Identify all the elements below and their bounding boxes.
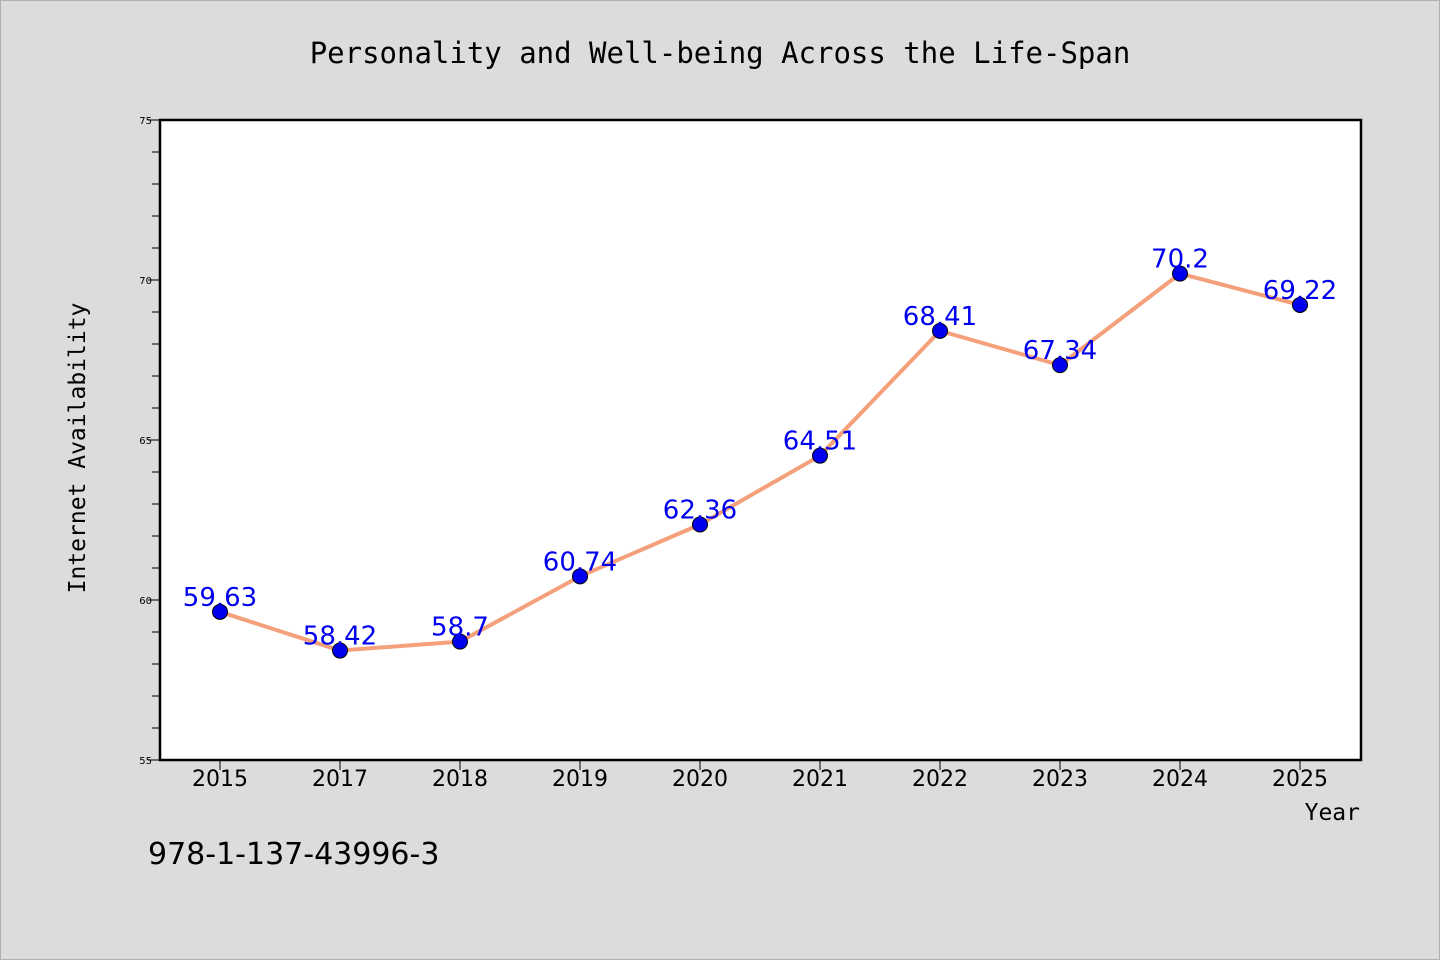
- y-tick-label: 65: [139, 436, 152, 447]
- data-label: 68.41: [903, 302, 977, 332]
- x-tick-label: 2021: [792, 767, 848, 792]
- series-line-group: 59.63 58.42 58.7 60.74 62.36 64.51 68.41 67.34 7…: [183, 245, 1337, 659]
- x-axis: 2015 2017 2018 2019 2020 2021 2022 2023 2024 2025: [192, 760, 1328, 792]
- series-line: [219, 271, 1301, 653]
- data-point: [1172, 265, 1188, 282]
- x-axis-label: Year: [1305, 800, 1360, 826]
- data-label: 59.63: [183, 583, 257, 613]
- x-tick-label: 2019: [552, 767, 608, 792]
- data-label: 69.22: [1263, 276, 1337, 306]
- data-point: [1292, 296, 1308, 313]
- data-point: [932, 322, 948, 339]
- data-point: [692, 516, 708, 533]
- data-point: [1052, 357, 1068, 374]
- footer-code: 978-1-137-43996-3: [148, 837, 439, 872]
- x-tick-label: 2018: [432, 767, 488, 792]
- plot-area: [158, 118, 1363, 762]
- data-point: [332, 642, 348, 659]
- y-tick-label: 60: [139, 596, 152, 607]
- y-axis-label: Internet Availability: [65, 303, 91, 594]
- data-label: 58.42: [303, 622, 377, 652]
- data-label: 70.2: [1151, 245, 1209, 275]
- data-label: 64.51: [783, 427, 857, 457]
- data-label: 58.7: [431, 613, 489, 643]
- x-tick-label: 2017: [312, 767, 368, 792]
- chart-title: Personality and Well-being Across the Li…: [310, 36, 1131, 70]
- x-tick-label: 2025: [1272, 767, 1328, 792]
- data-label: 62.36: [663, 495, 737, 525]
- y-tick-label: 75: [139, 116, 152, 127]
- y-axis: 55 60 65 70 75: [139, 116, 160, 767]
- data-point: [212, 603, 228, 620]
- y-tick-label: 55: [139, 756, 152, 767]
- x-tick-label: 2023: [1032, 767, 1088, 792]
- data-label: 67.34: [1023, 336, 1097, 366]
- x-tick-label: 2022: [912, 767, 968, 792]
- data-point: [452, 633, 468, 650]
- data-point: [812, 447, 828, 464]
- y-tick-label: 70: [139, 276, 152, 287]
- data-label: 60.74: [543, 547, 617, 577]
- data-point: [572, 568, 588, 585]
- x-tick-label: 2024: [1152, 767, 1208, 792]
- x-tick-label: 2015: [192, 767, 248, 792]
- x-tick-label: 2020: [672, 767, 728, 792]
